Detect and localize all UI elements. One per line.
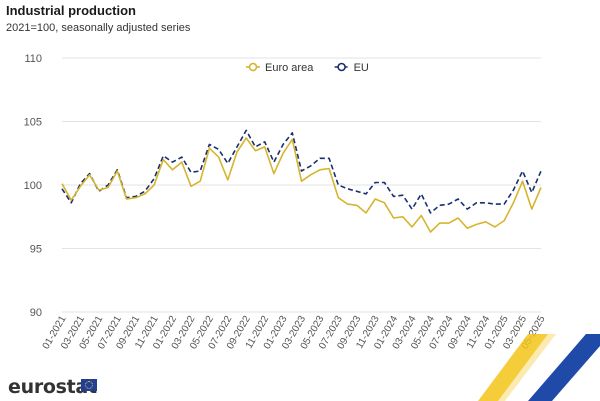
y-tick-label: 105 <box>24 117 42 129</box>
series-lines <box>61 129 542 233</box>
ribbon-blue <box>528 334 600 401</box>
legend[interactable]: Euro area EU <box>246 62 369 74</box>
legend-label: EU <box>354 62 369 74</box>
ribbon-highlight <box>498 334 560 401</box>
y-tick-label: 90 <box>30 307 42 319</box>
legend-marker <box>337 62 346 72</box>
legend-label: Euro area <box>265 62 314 74</box>
grid-lines <box>62 57 541 313</box>
series-line-eu[interactable] <box>61 129 542 214</box>
y-axis-ticks: 90 95 100 105 110 <box>24 53 42 319</box>
legend-item[interactable]: Euro area <box>246 62 314 74</box>
legend-marker <box>248 62 258 72</box>
series-line-euro-area[interactable] <box>61 137 542 233</box>
eurostat-logo[interactable]: eurostat <box>8 376 97 398</box>
chart-subtitle: 2021=100, seasonally adjusted series <box>6 22 191 34</box>
eu-flag-icon <box>81 379 97 391</box>
legend-item[interactable]: EU <box>334 62 369 74</box>
y-tick-label: 100 <box>24 180 42 192</box>
eurostat-ribbon-icon <box>478 334 600 401</box>
x-axis-ticks: 01-202103-202105-202107-202109-202111-20… <box>41 314 548 352</box>
y-tick-label: 110 <box>24 53 42 65</box>
y-tick-label: 95 <box>30 244 42 256</box>
chart-title: Industrial production <box>6 3 136 18</box>
